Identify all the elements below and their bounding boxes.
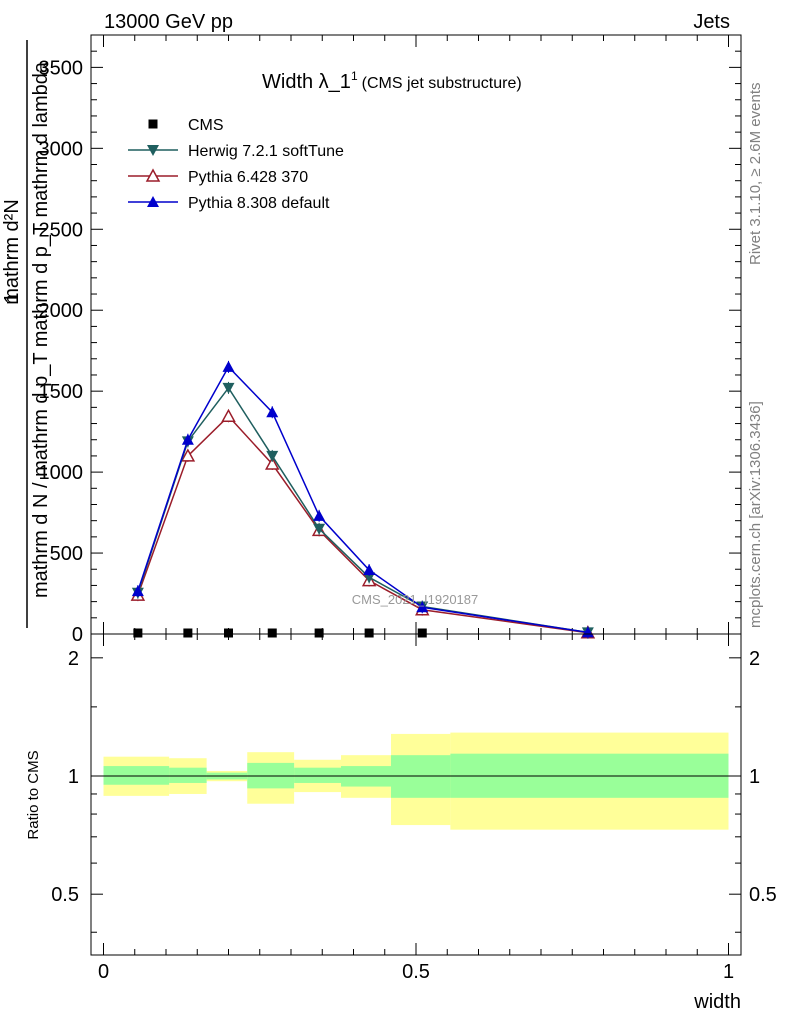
legend-marker-herwig bbox=[147, 145, 159, 156]
main-plot-panel: 0 500 1000 1500 2000 2500 3000 3500 CMS_2021_I1… bbox=[39, 34, 742, 646]
y-tick-label: 3500 bbox=[39, 57, 84, 79]
data-point-pythia6 bbox=[264, 456, 280, 470]
data-point-pythia6 bbox=[180, 448, 196, 462]
legend-marker-pythia8 bbox=[147, 196, 159, 207]
ratio-plot-panel: 0.5 0.5 1 1 2 2 0 0.5 1 Ratio to CMS width bbox=[25, 633, 777, 1013]
main-plot-ylabel: 1 mathrm d²N mathrm d N / mathrm d p_T m… bbox=[1, 40, 52, 628]
main-plot-y-ticks: 0 500 1000 1500 2000 2500 3000 3500 bbox=[39, 34, 741, 646]
data-point-herwig bbox=[266, 450, 279, 462]
ratio-y-tick-label-left: 2 bbox=[68, 648, 79, 670]
ratio-band-inner bbox=[103, 766, 170, 785]
x-tick-label: 0 bbox=[98, 961, 109, 983]
data-point-herwig bbox=[222, 382, 235, 394]
data-point-cms bbox=[267, 628, 277, 638]
legend-entry-pythia6: Pythia 6.428 370 bbox=[128, 168, 308, 186]
y-tick-label: 3000 bbox=[39, 138, 84, 160]
ratio-ylabel: Ratio to CMS bbox=[25, 750, 42, 839]
ratio-y-tick-label-right: 1 bbox=[749, 766, 760, 788]
plot-title-superscript: 1 bbox=[351, 69, 358, 83]
x-tick-label: 0.5 bbox=[402, 961, 430, 983]
ratio-plot-ticks: 0.5 0.5 1 1 2 2 0 0.5 1 bbox=[51, 634, 777, 983]
legend: CMS Herwig 7.2.1 softTune Pythia 6.428 370… bbox=[128, 117, 344, 212]
y-tick-label: 0 bbox=[72, 624, 83, 646]
y-tick-label: 1000 bbox=[39, 462, 84, 484]
y-tick-label: 2000 bbox=[39, 300, 84, 322]
ratio-y-tick-label-right: 0.5 bbox=[749, 884, 777, 906]
data-point-cms bbox=[224, 628, 233, 638]
ylabel-prefix: 1 bbox=[1, 292, 23, 303]
ratio-band-inner bbox=[294, 767, 341, 783]
ratio-y-tick-label-left: 1 bbox=[68, 766, 79, 788]
legend-entry-herwig: Herwig 7.2.1 softTune bbox=[128, 143, 344, 160]
data-point-pythia8 bbox=[222, 360, 235, 372]
legend-marker-cms bbox=[148, 119, 158, 129]
legend-entry-cms: CMS bbox=[148, 117, 224, 134]
data-point-pythia8 bbox=[266, 406, 279, 418]
data-point-pythia6 bbox=[221, 408, 236, 423]
plot-title-subtitle: (CMS jet substructure) bbox=[362, 75, 522, 92]
ratio-uncertainty-bands bbox=[103, 732, 729, 830]
ratio-plot-frame bbox=[90, 633, 742, 956]
legend-entry-pythia8: Pythia 8.308 default bbox=[128, 195, 330, 212]
plot-title: Width λ_11 (CMS jet substructure) bbox=[262, 69, 522, 93]
rivet-version-label: Rivet 3.1.10, ≥ 2.6M events bbox=[747, 83, 764, 266]
main-plot-series bbox=[130, 360, 596, 639]
ylabel-numerator: mathrm d²N bbox=[1, 199, 23, 305]
y-tick-label: 1500 bbox=[39, 381, 84, 403]
data-point-cms bbox=[133, 628, 143, 638]
data-point-pythia8 bbox=[181, 433, 194, 445]
data-point-cms bbox=[314, 628, 324, 638]
x-tick-label: 1 bbox=[723, 961, 734, 983]
legend-label-herwig: Herwig 7.2.1 softTune bbox=[188, 143, 344, 160]
ratio-y-tick-label-left: 0.5 bbox=[51, 884, 79, 906]
ratio-y-tick-label-right: 2 bbox=[749, 648, 760, 670]
y-tick-label: 2500 bbox=[39, 219, 84, 241]
data-point-cms bbox=[364, 628, 374, 638]
analysis-watermark: CMS_2021_I1920187 bbox=[352, 592, 479, 607]
data-point-cms bbox=[183, 628, 193, 638]
legend-label-pythia8: Pythia 8.308 default bbox=[188, 195, 330, 212]
series-line-pythia8 bbox=[137, 365, 588, 634]
header-category-label: Jets bbox=[693, 11, 730, 33]
data-point-herwig bbox=[363, 572, 376, 584]
data-point-cms bbox=[417, 628, 427, 638]
data-point-pythia8 bbox=[581, 626, 594, 638]
y-tick-label: 500 bbox=[50, 543, 83, 565]
x-axis-label: width bbox=[693, 991, 741, 1013]
mcplots-label: mcplots.cern.ch [arXiv:1306.3436] bbox=[747, 401, 764, 628]
series-line-pythia6 bbox=[137, 415, 588, 634]
plot-title-main: Width λ_1 bbox=[262, 71, 351, 93]
data-point-pythia8 bbox=[313, 509, 326, 521]
data-point-herwig bbox=[313, 523, 326, 535]
ratio-band-inner bbox=[169, 767, 207, 783]
legend-marker-pythia6 bbox=[145, 168, 161, 182]
ylabel-denominator: mathrm d N / mathrm d p_T mathrm d p_T m… bbox=[30, 61, 52, 598]
series-pythia8 bbox=[131, 360, 594, 639]
data-point-pythia8 bbox=[363, 564, 376, 576]
data-point-pythia8 bbox=[131, 585, 144, 597]
header-energy-label: 13000 GeV pp bbox=[104, 11, 233, 33]
legend-label-pythia6: Pythia 6.428 370 bbox=[188, 169, 308, 186]
data-point-pythia8 bbox=[416, 601, 429, 613]
legend-label-cms: CMS bbox=[188, 117, 224, 134]
series-cms bbox=[133, 628, 427, 638]
